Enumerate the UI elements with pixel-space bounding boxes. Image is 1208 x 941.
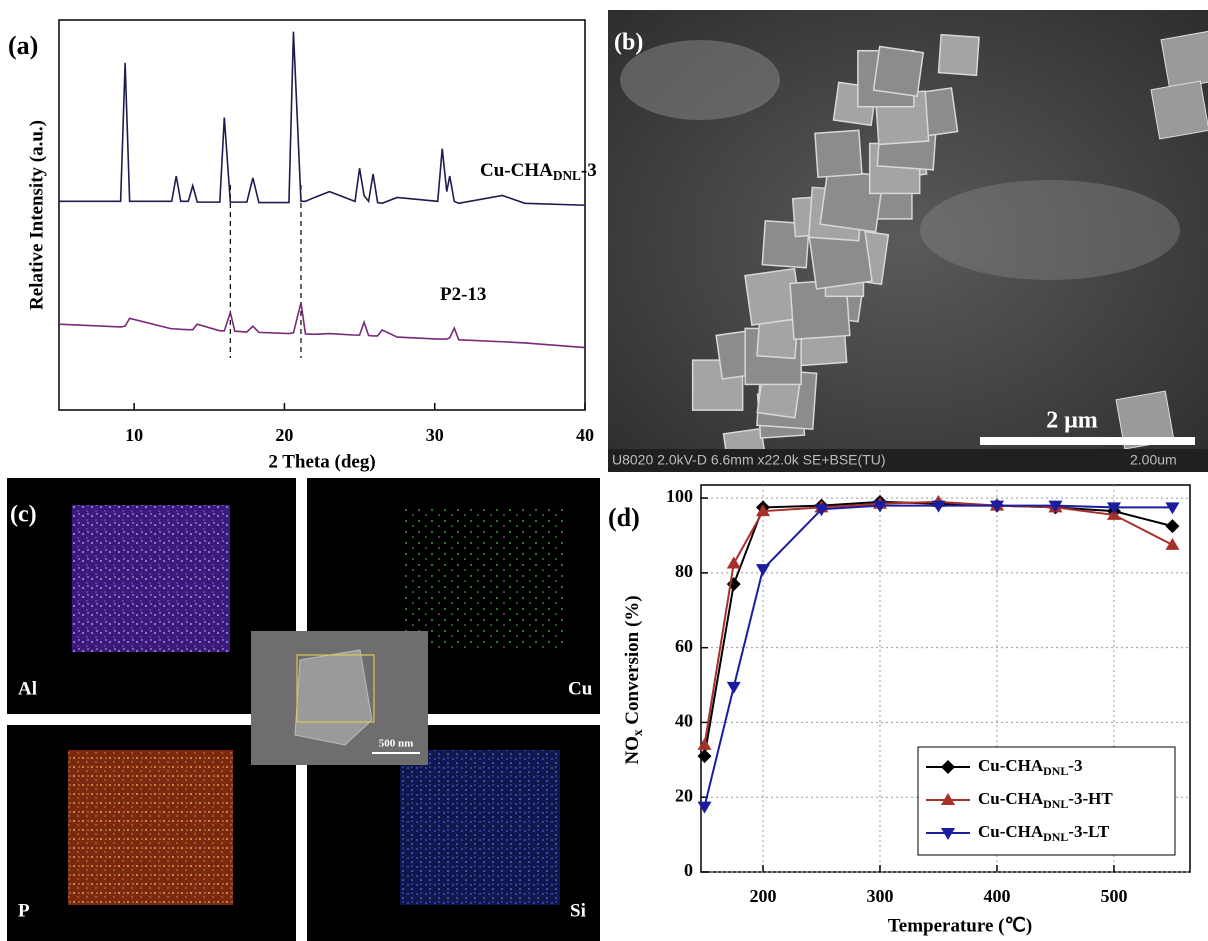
plot-area [59,20,585,410]
legend-label-part: -3-HT [1068,789,1113,808]
y-tick-label: 40 [675,711,693,731]
y-tick-label: 60 [675,636,693,656]
series-label-part: P2-13 [440,284,486,305]
x-tick-label: 40 [576,425,594,445]
x-tick-label: 300 [866,886,893,906]
crystal [815,130,862,177]
inset-scale-label: 500 nm [379,738,414,750]
y-tick-label: 20 [675,785,693,805]
legend-label-part: DNL [1043,764,1068,778]
map-label: Si [570,900,586,921]
scale-bar-label: 2 μm [1046,408,1098,434]
series-label-part: DNL [553,168,581,183]
legend-label-part: -3 [1068,756,1082,775]
y-axis-label: NOx Conversion (%) [622,595,645,764]
inset-crystal [295,650,372,745]
y-axis-label-part: NO [622,736,643,765]
x-tick-label: 20 [275,425,293,445]
series-label-part: Cu-CHA [480,160,553,181]
crystal [1151,81,1208,139]
sem-texture [920,180,1180,280]
panel-label: (b) [614,30,643,56]
legend-label-part: DNL [1043,830,1068,844]
x-tick-label: 200 [750,886,777,906]
figure: 2 μm U8020 2.0kV-D 6.6mm x22.0k SE+BSE(TU… [0,0,1208,941]
si-map [400,750,560,905]
y-tick-label: 80 [675,561,693,581]
sem-panel: 2 μm U8020 2.0kV-D 6.6mm x22.0k SE+BSE(TU… [608,10,1208,472]
y-axis-label: Relative Intensity (a.u.) [26,120,47,310]
sem-info-scale: 2.00um [1130,452,1177,468]
p-map [68,750,233,905]
series-label: P2-13 [440,284,486,305]
legend-label-part: DNL [1043,797,1068,811]
legend-label-part: Cu-CHA [978,822,1044,841]
series-label-part: -3 [581,160,597,181]
y-axis-label-part: Conversion (%) [622,595,643,729]
x-tick-label: 500 [1100,886,1127,906]
map-label: P [18,900,30,921]
cu-map [405,505,565,652]
y-tick-label: 100 [666,486,693,506]
crystal [874,47,924,97]
map-label: Cu [568,678,593,699]
y-tick-label: 0 [684,860,693,880]
panel-label: (a) [8,31,38,60]
crystal [939,35,980,76]
legend-label-part: -3-LT [1068,822,1110,841]
sem-info: U8020 2.0kV-D 6.6mm x22.0k SE+BSE(TU) [612,452,886,468]
x-axis-label: 2 Theta (deg) [268,451,375,472]
al-map [72,505,230,652]
panel-label: (d) [608,503,640,532]
crystal [1161,31,1208,89]
x-tick-label: 400 [983,886,1010,906]
legend-label-part: Cu-CHA [978,789,1044,808]
legend-label-part: Cu-CHA [978,756,1044,775]
panel-label: (c) [10,502,37,528]
x-axis-label: Temperature (℃) [888,915,1032,936]
sem-texture [620,40,780,120]
map-label: Al [18,678,37,699]
x-tick-label: 30 [426,425,444,445]
x-tick-label: 10 [125,425,143,445]
